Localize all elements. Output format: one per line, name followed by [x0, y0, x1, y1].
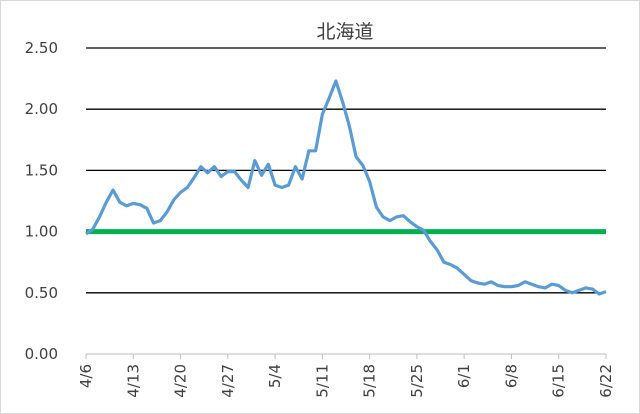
- y-tick-label: 1.00: [25, 223, 58, 241]
- x-tick-label: 5/25: [408, 364, 426, 398]
- x-tick-label: 4/6: [77, 364, 95, 388]
- y-tick-label: 2.50: [25, 39, 58, 57]
- y-tick-label: 1.50: [25, 161, 58, 179]
- chart-title: 北海道: [316, 21, 373, 43]
- x-tick-label: 6/15: [550, 364, 568, 398]
- y-tick-label: 2.00: [25, 100, 58, 118]
- x-tick-label: 6/22: [597, 364, 615, 398]
- x-tick-label: 6/8: [502, 364, 520, 388]
- y-axis-ticks: 0.00 0.50 1.00 1.50 2.00 2.50: [25, 39, 58, 363]
- x-tick-label: 6/1: [455, 364, 473, 388]
- x-tick-label: 4/27: [219, 364, 237, 398]
- gridlines: [86, 47, 606, 355]
- x-tick-label: 5/4: [266, 364, 284, 388]
- x-tick-label: 4/13: [124, 364, 142, 398]
- series-line: [85, 79, 607, 296]
- series-layer: [85, 79, 607, 296]
- x-tick-label: 5/18: [361, 364, 379, 398]
- x-tick-label: 5/11: [313, 364, 331, 398]
- x-tick-label: 4/20: [172, 364, 190, 398]
- y-tick-label: 0.00: [25, 345, 58, 363]
- y-tick-label: 0.50: [25, 284, 58, 302]
- x-axis-ticks: 4/6 4/13 4/20 4/27 5/4 5/11 5/18 5/25 6/1 6/8 6/15…: [77, 354, 615, 398]
